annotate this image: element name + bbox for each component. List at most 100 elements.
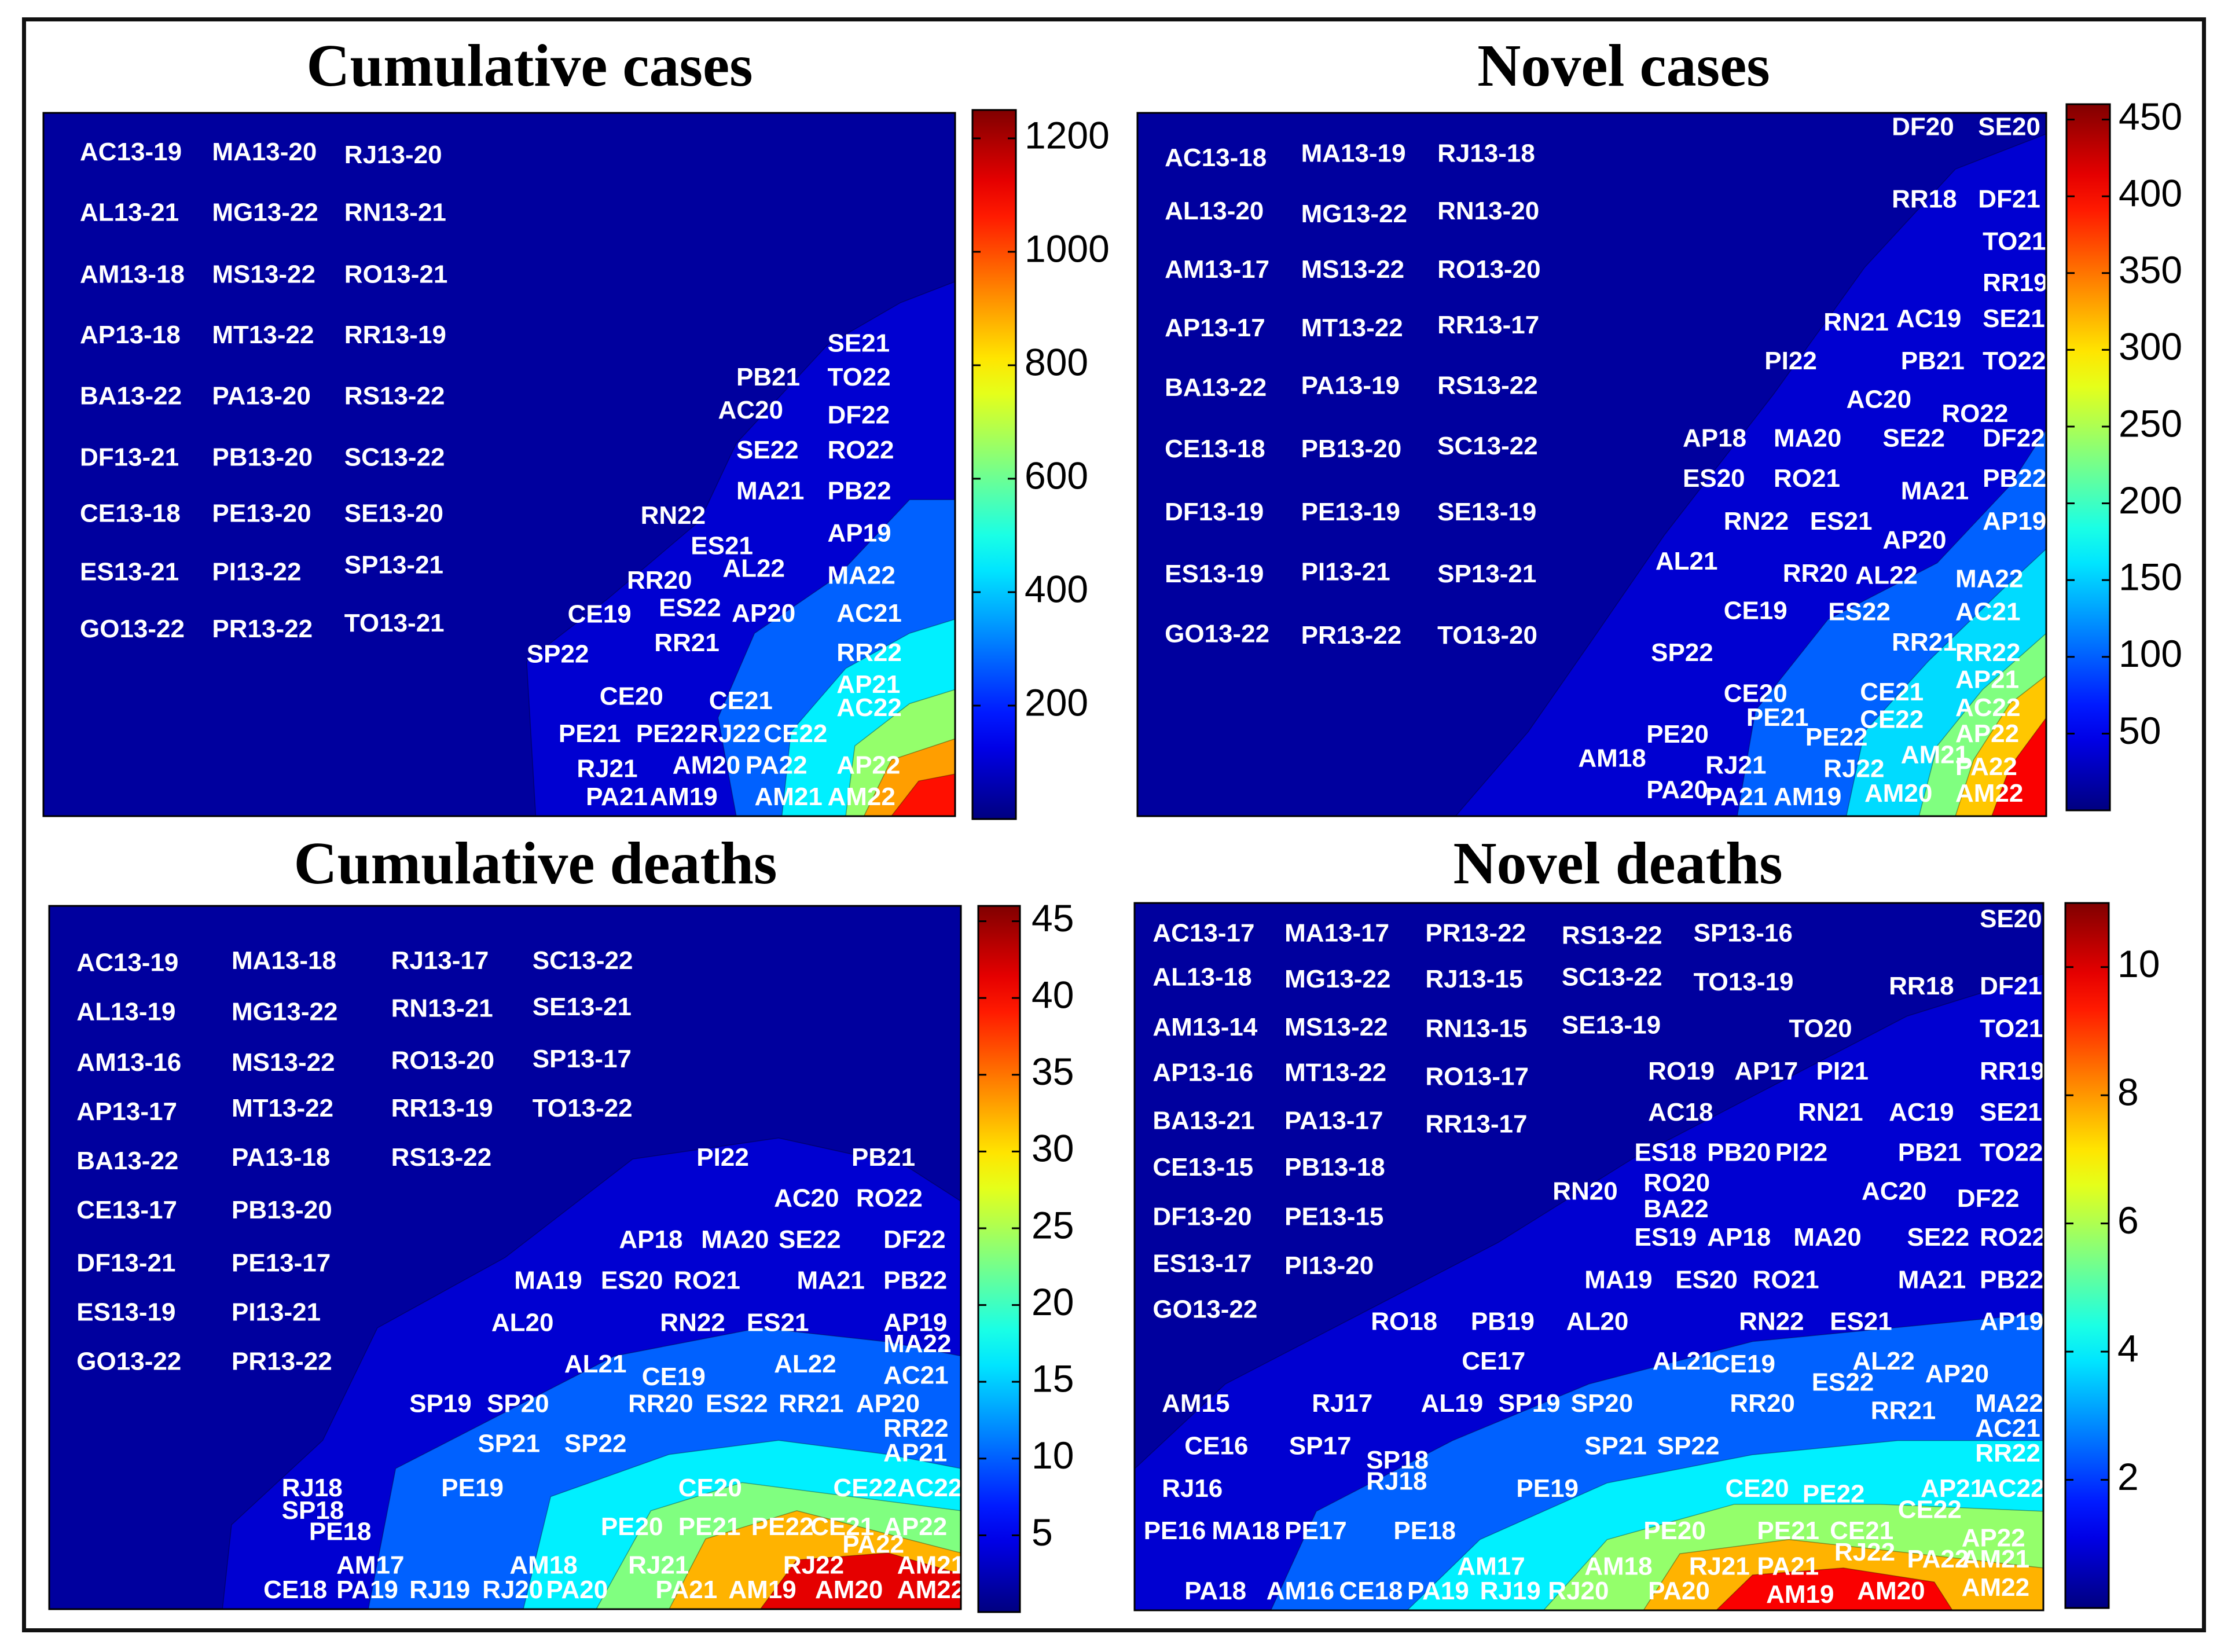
state-year-label: CE13-17 — [76, 1196, 177, 1224]
state-year-label: MA22 — [883, 1330, 951, 1358]
state-year-label: RJ22 — [783, 1551, 844, 1580]
state-year-label: AP21 — [1921, 1474, 1984, 1503]
state-year-label: ES22 — [659, 593, 721, 622]
state-year-label: AL22 — [722, 554, 785, 582]
state-year-label: CE13-15 — [1152, 1153, 1253, 1181]
state-year-label: RR20 — [1730, 1389, 1795, 1418]
state-year-label: AM18 — [509, 1551, 577, 1580]
state-year-label: SP22 — [1651, 638, 1713, 667]
figure-frame — [22, 17, 2206, 1632]
colorbar-tick-label: 25 — [1032, 1203, 1074, 1246]
state-year-label: MA13-18 — [232, 946, 336, 975]
state-year-label: AM21 — [1901, 740, 1969, 769]
state-year-label: PB13-20 — [1301, 435, 1402, 463]
state-year-label: PI13-22 — [212, 557, 301, 586]
state-year-label: PB22 — [828, 477, 891, 505]
state-year-label: DF21 — [1980, 972, 2042, 1000]
state-year-label: AP18 — [1707, 1223, 1771, 1251]
state-year-label: TO21 — [1983, 227, 2046, 255]
state-year-label: AP17 — [1734, 1057, 1798, 1085]
colorbar — [2064, 902, 2110, 1609]
state-year-label: SC13-22 — [344, 443, 445, 471]
state-year-label: AP19 — [1983, 507, 2046, 535]
state-year-label: CE22 — [1898, 1496, 1962, 1524]
state-year-label: SE22 — [1907, 1223, 1970, 1251]
state-year-label: TO13-21 — [344, 609, 445, 637]
state-year-label: PE18 — [1393, 1517, 1456, 1545]
state-year-label: CE18 — [263, 1576, 327, 1604]
state-year-label: PA13-18 — [232, 1143, 330, 1172]
panel-title-cumulative-cases: Cumulative cases — [306, 32, 753, 99]
state-year-label: ES21 — [747, 1309, 809, 1337]
state-year-label: RR20 — [1783, 559, 1848, 588]
state-year-label: PE21 — [1757, 1517, 1819, 1545]
state-year-label: RJ17 — [1312, 1389, 1372, 1418]
state-year-label: PB22 — [1983, 464, 2046, 493]
state-year-label: RO21 — [1774, 464, 1840, 493]
state-year-label: RJ18 — [282, 1474, 343, 1502]
plot-border — [1136, 112, 2047, 817]
state-year-label: SE13-21 — [533, 993, 632, 1021]
state-year-label: RR18 — [1889, 972, 1954, 1000]
state-year-label: TO22 — [828, 363, 891, 391]
state-year-label: MA22 — [1955, 565, 2023, 593]
state-year-label: GO13-22 — [1152, 1295, 1257, 1324]
state-year-label: AC20 — [1862, 1177, 1927, 1206]
colorbar-tick-label: 15 — [1032, 1357, 1074, 1400]
colorbar-tick-label: 800 — [1025, 340, 1088, 383]
state-year-label: RN13-20 — [1437, 197, 1539, 225]
state-year-label: PB21 — [736, 363, 800, 391]
state-year-label: RO13-21 — [344, 260, 448, 289]
colorbar-tick-label: 45 — [1032, 897, 1074, 939]
state-year-label: PE22 — [1805, 723, 1868, 751]
state-year-label: RR22 — [1975, 1439, 2040, 1467]
state-year-label: SE21 — [1980, 1098, 2042, 1126]
state-year-label: AC19 — [1889, 1098, 1954, 1126]
state-year-label: ES18 — [1635, 1138, 1697, 1166]
state-year-label: AM22 — [828, 783, 895, 811]
state-year-label: PA20 — [546, 1576, 608, 1604]
state-year-label: PE18 — [309, 1517, 372, 1545]
heatmap-plot-area: AC13-18 MA13-19 RJ13-18 AL13-20 MG13-22 RN13-… — [1137, 113, 2046, 816]
state-year-label: RJ21 — [628, 1551, 689, 1580]
state-year-label: SP17 — [1289, 1432, 1352, 1460]
state-year-label: RR13-17 — [1437, 311, 1539, 339]
state-year-label: RO22 — [1980, 1223, 2046, 1251]
state-year-label: RJ13-20 — [344, 141, 442, 169]
heatmap-plot-area: AC13-19 MA13-18 RJ13-17 SC13-22 AL13-19 MG13-… — [49, 906, 961, 1609]
colorbar-tick-label: 1000 — [1025, 227, 1110, 270]
state-year-label: RR13-19 — [344, 321, 446, 349]
state-year-label: MA20 — [701, 1225, 769, 1254]
state-year-label: DF22 — [1957, 1184, 2020, 1213]
state-year-label: CE21 — [709, 687, 773, 715]
colorbar-tick-label: 30 — [1032, 1127, 1074, 1170]
state-year-label: RS13-22 — [344, 382, 445, 410]
state-year-label: PB13-20 — [212, 443, 313, 471]
colorbar-tick-label: 5 — [1032, 1511, 1053, 1554]
heatmap-plot-area: AC13-17 MA13-17 PR13-22 RS13-22 SP13-16 AL13-… — [1135, 903, 2046, 1610]
state-year-label: RJ21 — [577, 755, 637, 783]
state-year-label: SP21 — [1584, 1432, 1647, 1460]
state-year-label: SP13-16 — [1694, 919, 1793, 948]
state-year-label: PA21 — [1705, 783, 1767, 811]
state-year-label: CE16 — [1184, 1432, 1248, 1460]
state-year-label: PB13-18 — [1284, 1153, 1385, 1181]
contour-band-6 — [759, 1552, 961, 1609]
state-year-label: MA13-17 — [1284, 919, 1389, 948]
state-year-label: RJ21 — [1689, 1552, 1750, 1580]
state-year-label: PA19 — [1407, 1577, 1469, 1605]
state-year-label: RN13-21 — [344, 199, 446, 227]
state-year-label: MG13-22 — [212, 199, 318, 227]
state-year-label: PR13-22 — [212, 615, 313, 643]
state-year-label: AL20 — [1566, 1308, 1629, 1336]
state-year-label: SE21 — [1983, 304, 2045, 333]
state-year-label: AM19 — [728, 1576, 796, 1604]
state-year-label: PB22 — [1980, 1265, 2043, 1294]
colorbar-tick-label: 200 — [2119, 479, 2182, 522]
state-year-label: DF22 — [883, 1225, 946, 1254]
state-year-label: SP22 — [564, 1430, 627, 1458]
state-year-label: PA22 — [746, 751, 807, 780]
state-year-label: CE22 — [764, 719, 827, 748]
state-year-label: AM18 — [1578, 744, 1646, 772]
state-year-label: AL22 — [1855, 561, 1918, 590]
